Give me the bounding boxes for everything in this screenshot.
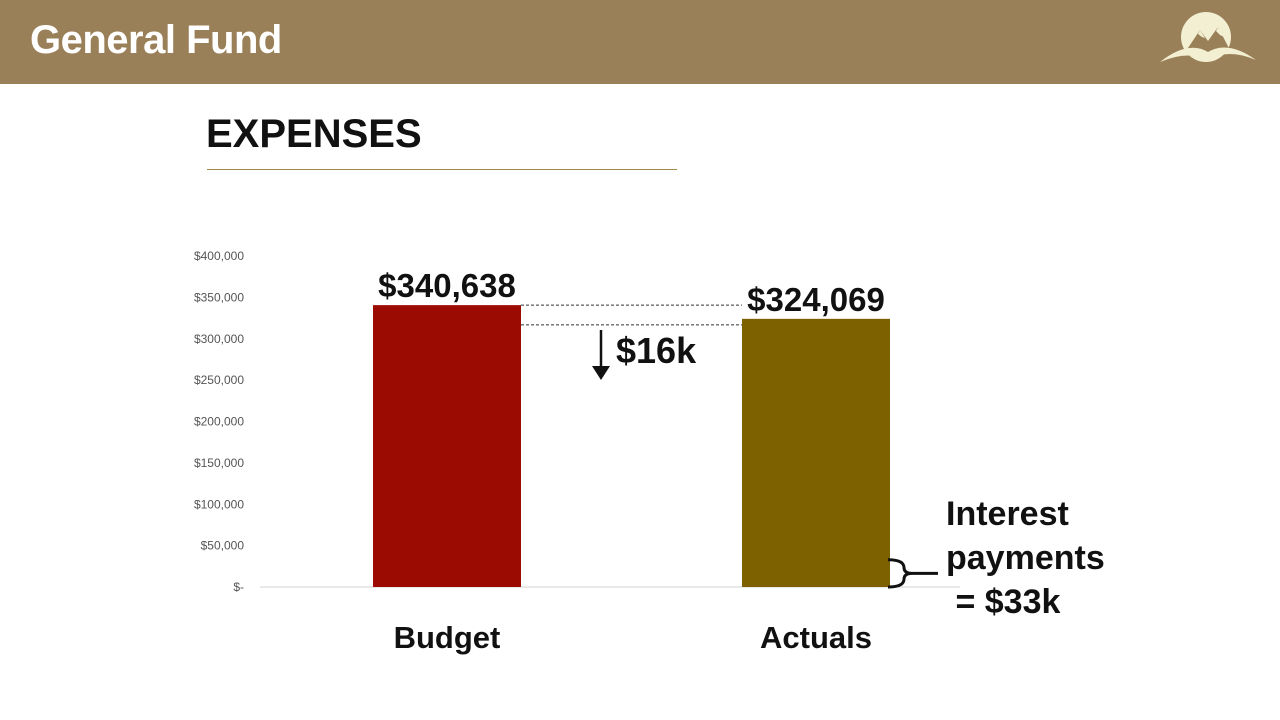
- category-label: Actuals: [760, 620, 872, 655]
- y-tick-label: $350,000: [194, 290, 244, 304]
- difference-label: $16k: [616, 330, 697, 371]
- bar-actuals: [742, 318, 890, 587]
- title-underline: [207, 169, 677, 170]
- interest-note-line-2: payments: [946, 539, 1105, 577]
- category-label: Budget: [394, 620, 501, 655]
- bar-value-label: $324,069: [747, 281, 885, 318]
- bar-budget: [373, 305, 521, 587]
- y-tick-label: $100,000: [194, 497, 244, 511]
- y-tick-label: $400,000: [194, 249, 244, 263]
- header-bar: General Fund: [0, 0, 1280, 84]
- y-tick-label: $300,000: [194, 332, 244, 346]
- header-title: General Fund: [30, 18, 282, 62]
- bar-value-label: $340,638: [378, 267, 516, 304]
- y-tick-label: $150,000: [194, 456, 244, 470]
- section-title: EXPENSES: [206, 112, 422, 156]
- down-arrow-icon: [592, 366, 610, 380]
- y-tick-label: $50,000: [201, 539, 245, 553]
- y-tick-label: $250,000: [194, 373, 244, 387]
- y-tick-label: $-: [233, 580, 244, 594]
- mountain-logo-icon: [1160, 12, 1256, 62]
- interest-note-line-1: Interest: [946, 495, 1069, 533]
- interest-bracket-icon: [887, 558, 913, 589]
- interest-note-line-3: = $33k: [946, 583, 1061, 621]
- y-tick-label: $200,000: [194, 415, 244, 429]
